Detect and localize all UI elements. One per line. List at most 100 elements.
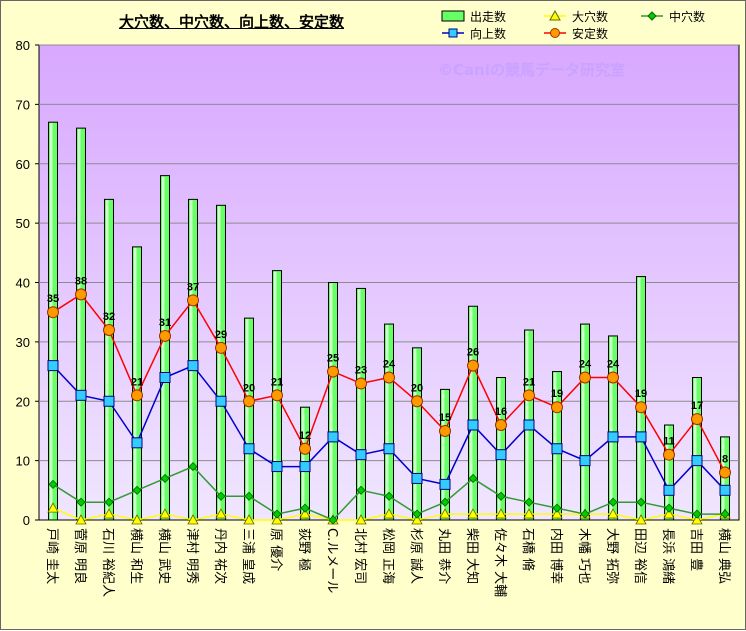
x-tick-label: 原 優介 bbox=[268, 528, 283, 571]
bar bbox=[104, 198, 114, 521]
marker-diamond bbox=[48, 479, 58, 489]
x-tick-label: 石川 裕紀人 bbox=[100, 528, 115, 597]
bar-highlight bbox=[50, 123, 53, 519]
bar-highlight bbox=[134, 247, 137, 519]
x-tick-label: 横山 武史 bbox=[156, 528, 171, 584]
marker-square bbox=[579, 455, 591, 467]
marker-circle bbox=[271, 389, 283, 402]
data-label: 21 bbox=[131, 376, 143, 388]
x-tick-label: 吉田 豊 bbox=[688, 528, 703, 571]
y-tick-label: 40 bbox=[16, 276, 30, 291]
marker-circle bbox=[719, 466, 731, 479]
marker-square bbox=[467, 419, 479, 431]
legend-label: 向上数 bbox=[470, 26, 506, 41]
marker-square bbox=[75, 389, 87, 401]
data-label: 24 bbox=[607, 359, 620, 371]
marker-square bbox=[383, 443, 395, 455]
bar-highlight bbox=[190, 200, 193, 519]
marker-diamond bbox=[272, 509, 282, 519]
marker-circle bbox=[691, 413, 703, 426]
data-label: 12 bbox=[299, 430, 311, 442]
marker-circle bbox=[103, 324, 115, 336]
y-tick-label: 60 bbox=[16, 157, 30, 172]
y-tick-label: 50 bbox=[16, 216, 30, 231]
marker-diamond bbox=[160, 473, 170, 484]
bar-highlight bbox=[638, 277, 641, 519]
marker-triangle bbox=[439, 508, 451, 519]
marker-diamond bbox=[664, 503, 674, 513]
marker-square bbox=[299, 461, 311, 473]
marker-square bbox=[495, 449, 507, 461]
bar bbox=[188, 198, 198, 521]
y-tick-label: 10 bbox=[16, 454, 30, 469]
marker-diamond bbox=[300, 503, 310, 513]
data-label: 17 bbox=[691, 400, 703, 412]
bar bbox=[440, 388, 450, 521]
bar-highlight bbox=[330, 283, 333, 519]
marker-circle bbox=[635, 401, 647, 414]
marker-circle bbox=[663, 448, 675, 461]
marker-diamond bbox=[104, 497, 114, 507]
x-tick-label: 田辺 裕信 bbox=[632, 528, 647, 584]
x-tick-label: 松岡 正海 bbox=[380, 528, 395, 584]
marker-square bbox=[103, 395, 115, 407]
x-tick-label: C.ルメール bbox=[324, 528, 339, 593]
bar bbox=[76, 127, 86, 521]
x-tick-label: 杉原 誠人 bbox=[408, 528, 423, 584]
marker-diamond bbox=[356, 485, 366, 495]
bar bbox=[244, 317, 254, 521]
marker-square bbox=[635, 431, 647, 443]
bar bbox=[580, 323, 590, 521]
marker-triangle bbox=[663, 508, 675, 519]
marker-circle bbox=[467, 359, 479, 372]
x-tick-label: 横山 典弘 bbox=[716, 528, 731, 584]
marker-triangle bbox=[411, 514, 423, 525]
data-label: 26 bbox=[467, 347, 479, 359]
marker-triangle bbox=[187, 514, 199, 525]
marker-triangle bbox=[243, 514, 255, 525]
marker-square bbox=[159, 372, 171, 383]
marker-square bbox=[327, 431, 339, 443]
legend-item: 大穴数 bbox=[544, 9, 608, 24]
legend-marker bbox=[550, 28, 560, 38]
bar-highlight bbox=[722, 437, 725, 519]
marker-diamond bbox=[552, 503, 562, 513]
data-label: 24 bbox=[383, 359, 396, 371]
marker-circle bbox=[579, 371, 591, 384]
bar-highlight bbox=[358, 289, 361, 519]
legend-marker bbox=[448, 28, 458, 38]
bar-highlight bbox=[470, 307, 473, 519]
marker-square bbox=[355, 449, 367, 461]
bar bbox=[356, 287, 366, 521]
marker-triangle bbox=[159, 508, 171, 519]
x-tick-label: 荻野 極 bbox=[296, 528, 312, 571]
marker-square bbox=[607, 431, 619, 443]
data-label: 19 bbox=[635, 388, 647, 400]
marker-triangle bbox=[131, 514, 143, 525]
y-tick-label: 80 bbox=[16, 38, 30, 53]
data-label: 37 bbox=[187, 281, 199, 293]
marker-circle bbox=[551, 401, 563, 414]
marker-circle bbox=[75, 288, 87, 301]
data-label: 35 bbox=[47, 293, 59, 305]
marker-square bbox=[551, 443, 563, 455]
bar bbox=[692, 377, 702, 521]
marker-circle bbox=[439, 424, 451, 437]
marker-diamond bbox=[440, 497, 450, 507]
legend-swatch bbox=[441, 10, 465, 22]
marker-triangle bbox=[75, 514, 87, 525]
data-label: 38 bbox=[75, 275, 87, 287]
x-tick-label: 内田 博幸 bbox=[548, 528, 564, 584]
bar-highlight bbox=[582, 325, 585, 519]
x-tick-label: 柴田 大知 bbox=[464, 528, 480, 584]
marker-circle bbox=[299, 442, 311, 455]
marker-square bbox=[691, 455, 703, 467]
bar-highlight bbox=[78, 129, 81, 519]
marker-circle bbox=[327, 365, 339, 378]
marker-square bbox=[243, 443, 255, 455]
marker-diamond bbox=[580, 509, 590, 519]
data-label: 20 bbox=[411, 382, 423, 394]
data-label: 11 bbox=[663, 436, 675, 448]
marker-circle bbox=[523, 389, 535, 402]
marker-diamond bbox=[692, 509, 702, 519]
